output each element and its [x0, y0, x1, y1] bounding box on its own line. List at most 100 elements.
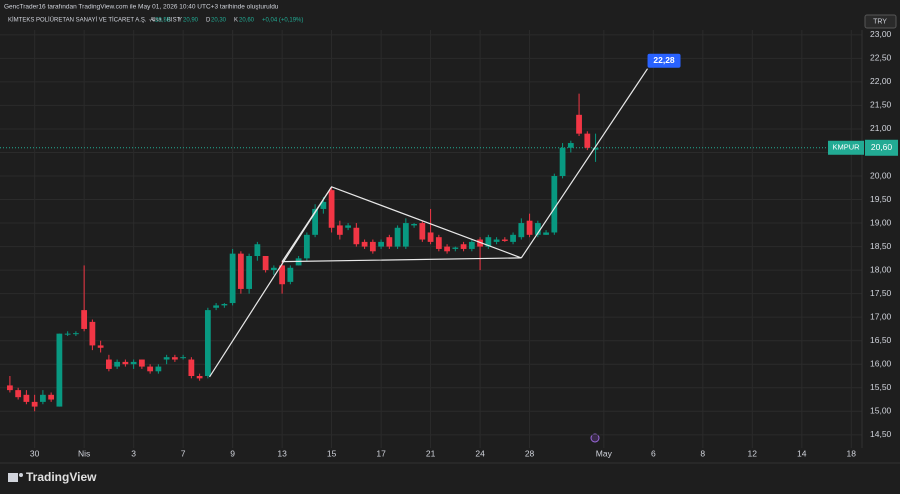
ohlc-key: Y	[178, 18, 182, 24]
candle-body	[345, 225, 351, 228]
currency-box	[864, 14, 897, 29]
candle-body	[56, 333, 63, 407]
ohlc-value: 20,56	[155, 18, 171, 24]
price-tag	[865, 139, 898, 156]
candle-body	[460, 244, 467, 249]
x-tick-label: 12	[748, 448, 758, 458]
symbol: KİMTEKS POLİÜRETAN SANAYİ VE TİCARET A.Ş…	[8, 17, 181, 24]
candle-body	[419, 223, 426, 240]
candle-body	[378, 241, 384, 247]
candle-body	[7, 385, 13, 391]
candle-body	[89, 321, 96, 346]
price-label-box	[647, 53, 681, 68]
candle-body	[114, 361, 121, 367]
y-tick-label: 18,00	[870, 264, 892, 274]
x-tick-label: May	[596, 448, 613, 458]
candle-body	[213, 305, 220, 308]
candle-body	[452, 247, 459, 249]
candle-body	[23, 394, 30, 402]
brand: TradingView	[26, 470, 97, 484]
candle-body	[353, 227, 360, 245]
y-tick-label: 17,00	[870, 311, 892, 321]
candle-body	[592, 147, 599, 150]
candle-body	[204, 310, 211, 376]
candle-body	[237, 253, 244, 289]
x-tick-label: 13	[277, 448, 287, 458]
y-tick-label: 23,00	[870, 29, 892, 39]
candle-body	[105, 359, 112, 369]
candle-body	[518, 223, 525, 238]
y-tick-label: 19,50	[870, 194, 892, 204]
candle-body	[15, 390, 22, 398]
y-tick-label: 21,00	[870, 123, 892, 133]
candle-body	[402, 223, 409, 247]
candle-body	[411, 224, 417, 226]
y-tick-label: 21,50	[870, 100, 892, 110]
candle-body	[567, 143, 574, 148]
candle-body	[361, 241, 368, 247]
candle-body	[64, 333, 71, 335]
attribution: GencTrader16 tarafından TradingView.com …	[4, 4, 279, 11]
candle-body	[444, 246, 450, 252]
candle-body	[31, 401, 38, 407]
candle-body	[485, 237, 492, 247]
candle-body	[122, 361, 129, 365]
x-tick-label: 3	[131, 448, 136, 458]
grid	[0, 30, 862, 448]
candle-body	[138, 359, 145, 367]
candle-body	[551, 176, 558, 233]
candle-body	[270, 267, 277, 271]
y-tick-label: 22,00	[870, 76, 892, 86]
candle-body	[394, 227, 401, 247]
candle-body	[369, 241, 376, 252]
price-tag-label: 20,60	[871, 142, 893, 152]
candle-body	[171, 357, 178, 360]
candle-body	[543, 232, 549, 235]
candle-body	[262, 256, 269, 271]
x-tick-label: 9	[230, 448, 235, 458]
candle-body	[180, 357, 187, 359]
y-tick-label: 22,50	[870, 53, 892, 63]
candle-body	[48, 394, 55, 400]
currency: TRY	[873, 18, 887, 25]
ohlc-value: 20,30	[211, 18, 227, 24]
x-tick-label: 8	[700, 448, 705, 458]
y-tick-label: 14,50	[870, 429, 892, 439]
candle-body	[155, 366, 162, 372]
candle-body	[73, 333, 79, 335]
candle-body	[246, 256, 253, 289]
x-tick-label: 28	[525, 448, 535, 458]
candle-body	[81, 310, 88, 329]
candle-body	[254, 244, 261, 256]
candle-body	[229, 253, 236, 304]
x-tick-label: 17	[376, 448, 386, 458]
y-tick-label: 16,00	[870, 358, 892, 368]
ohlc-value: 20,60	[239, 18, 255, 24]
y-tick-label: 19,00	[870, 217, 892, 227]
candle-body	[584, 133, 591, 148]
ohlc-legend: A 20,56 Y 20,90 D 20,30 K 20,60 +0,04 (+0,19%)	[150, 18, 303, 24]
candle-body	[188, 359, 195, 376]
x-tick-label: 7	[181, 448, 186, 458]
candle-body	[534, 223, 541, 235]
symbol-tag	[828, 140, 864, 155]
symbol-tag-label: KMPUR	[832, 143, 860, 152]
x-tick-label: 14	[797, 448, 807, 458]
ohlc-value: 20,90	[183, 18, 199, 24]
candle-body	[468, 241, 475, 249]
change: +0,04 (+0,19%)	[262, 18, 303, 24]
candle-body	[130, 361, 137, 365]
x-tick-label: 24	[475, 448, 485, 458]
ohlc-key: K	[234, 18, 238, 24]
logo	[8, 473, 23, 482]
candle-body	[386, 237, 393, 247]
candle-body	[435, 237, 442, 249]
candle-body	[147, 366, 154, 372]
candle-body	[320, 201, 327, 209]
candle-body	[303, 234, 310, 259]
candle-body	[196, 376, 203, 379]
candle-body	[576, 114, 582, 134]
candle-body	[427, 232, 434, 242]
y-tick-label: 20,00	[870, 170, 892, 180]
